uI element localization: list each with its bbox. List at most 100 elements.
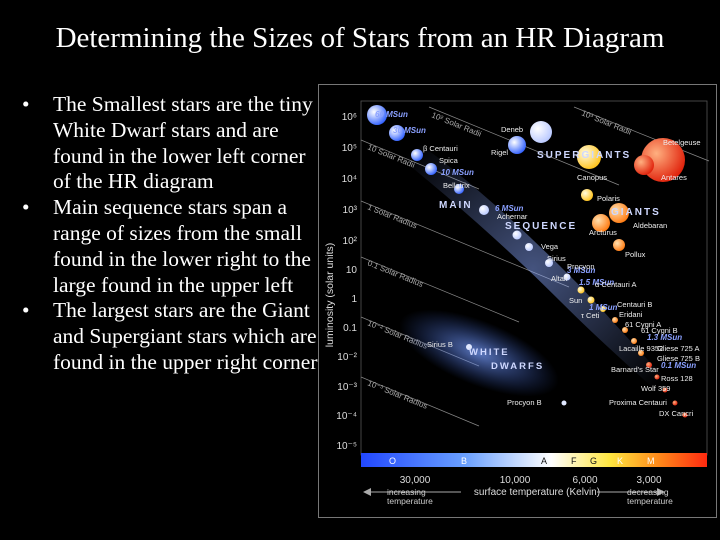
star-marker [425, 163, 437, 175]
y-axis-label: luminosity (solar units) [324, 243, 336, 347]
x-left-note-line1: increasing [387, 487, 426, 497]
main-sequence-stars [367, 105, 688, 418]
bullet-text: The Smallest stars are the tiny White Dw… [53, 92, 313, 194]
bullet-dot: • [22, 195, 30, 220]
star-name: Wolf 359 [641, 384, 670, 393]
star-marker [646, 362, 652, 368]
y-tick: 0.1 [343, 323, 357, 334]
mass-labels: 60 MSun 30 MSun 10 MSun 6 MSun 3 MSun 1.… [375, 110, 696, 370]
star-name: α Centauri A [595, 280, 636, 289]
giant-stars [508, 121, 685, 251]
star-name: Gliese 725 A [657, 344, 700, 353]
y-tick: 10⁻³ [337, 382, 357, 393]
mass-label: 3 MSun [567, 266, 596, 275]
spectral-class-label: F [571, 456, 577, 466]
region-label-dwarfs: DWARFS [491, 361, 544, 372]
mass-label: 1 MSun [589, 303, 618, 312]
star-marker [367, 105, 387, 125]
star-name: Rigel [491, 148, 508, 157]
star-name: Bellatrix [443, 181, 470, 190]
radius-line [360, 256, 520, 323]
star-marker [563, 273, 571, 281]
mass-label: 30 MSun [393, 126, 426, 135]
x-axis-label: surface temperature (Kelvin) [474, 487, 600, 498]
star-marker [508, 136, 526, 154]
star-name: Ross 128 [661, 374, 693, 383]
star-name: Sun [569, 296, 582, 305]
star-name: Aldebaran [633, 221, 667, 230]
y-tick: 10⁶ [342, 112, 357, 123]
bullet-dot: • [22, 92, 30, 116]
star-marker [609, 203, 629, 223]
star-name: Achernar [497, 212, 528, 221]
star-marker [411, 149, 423, 161]
star-marker [638, 350, 644, 356]
x-left-note-line2: temperature [387, 496, 433, 506]
y-tick: 10⁻⁴ [336, 411, 357, 422]
star-name: Sirius B [427, 340, 453, 349]
star-name: Canopus [577, 173, 607, 182]
star-name: Proxima Centauri [609, 398, 667, 407]
star-marker [581, 189, 593, 201]
radius-line [573, 106, 710, 162]
right-arrow-icon [657, 488, 665, 496]
star-marker [631, 338, 637, 344]
y-tick: 10⁵ [342, 143, 357, 154]
star-marker [612, 317, 618, 323]
y-tick: 10⁻⁵ [336, 441, 357, 452]
star-name: Polaris [597, 194, 620, 203]
temp-tick: 6,000 [572, 475, 597, 486]
star-name: Pollux [625, 250, 646, 259]
mass-label: 60 MSun [375, 110, 408, 119]
y-tick: 10² [343, 236, 358, 247]
slide-title: Determining the Sizes of Stars from an H… [55, 22, 665, 54]
region-labels: SUPERGIANTS GIANTS MAIN SEQUENCE WHITE D… [439, 150, 661, 372]
region-label-supergiants: SUPERGIANTS [537, 150, 631, 161]
star-name: β Centauri [423, 144, 458, 153]
star-marker [545, 259, 553, 267]
y-tick: 10⁻² [337, 352, 357, 363]
spectral-class-label: K [617, 456, 623, 466]
star-marker [577, 286, 585, 294]
star-marker [662, 387, 668, 393]
star-names: Deneb Betelgeuse Rigel β Centauri Spica … [423, 125, 701, 418]
star-marker [682, 412, 688, 418]
hr-diagram: luminosity (solar units) 10⁶ 10⁵ 10⁴ 10³… [318, 84, 717, 518]
spectral-class-bar [361, 453, 707, 467]
star-marker [561, 400, 567, 406]
bullet-text: The largest stars are the Giant and Supe… [53, 298, 318, 374]
region-label-giants: GIANTS [611, 207, 661, 218]
star-name: Centauri B [617, 300, 652, 309]
mass-label: 1.5 MSun [579, 278, 614, 287]
region-label-sequence: SEQUENCE [505, 221, 577, 232]
star-marker [389, 125, 405, 141]
star-name: Sirius [547, 254, 566, 263]
x-axis: surface temperature (Kelvin) increasing … [363, 487, 673, 506]
temp-tick: 3,000 [636, 475, 661, 486]
star-marker [466, 344, 472, 350]
star-marker [654, 374, 660, 380]
y-ticks: 10⁶ 10⁵ 10⁴ 10³ 10² 10 1 0.1 10⁻² 10⁻³ 1… [336, 112, 357, 452]
star-marker [592, 214, 610, 232]
star-name: DX Cancri [659, 409, 694, 418]
star-name: Barnard's Star [611, 365, 659, 374]
star-marker [613, 239, 625, 251]
mass-label: 10 MSun [441, 168, 474, 177]
star-name: Betelgeuse [663, 138, 701, 147]
left-arrow-icon [363, 488, 371, 496]
y-tick: 10 [346, 265, 358, 276]
star-name: 61 Cygni B [641, 326, 678, 335]
star-name: 61 Cygni A [625, 320, 661, 329]
temp-tick: 30,000 [400, 475, 431, 486]
spectral-class-label: M [647, 456, 655, 466]
star-marker [577, 145, 601, 169]
star-name: Spica [439, 156, 459, 165]
star-name: Altair [551, 274, 569, 283]
mass-label: 0.1 MSun [661, 361, 696, 370]
star-name: τ Ceti [581, 311, 600, 320]
star-marker [454, 184, 464, 194]
spectral-class-labels: O B A F G K M [389, 456, 655, 466]
spectral-class-label: G [590, 456, 597, 466]
hr-diagram-graphic: luminosity (solar units) 10⁶ 10⁵ 10⁴ 10³… [319, 85, 716, 517]
star-marker [600, 306, 606, 312]
